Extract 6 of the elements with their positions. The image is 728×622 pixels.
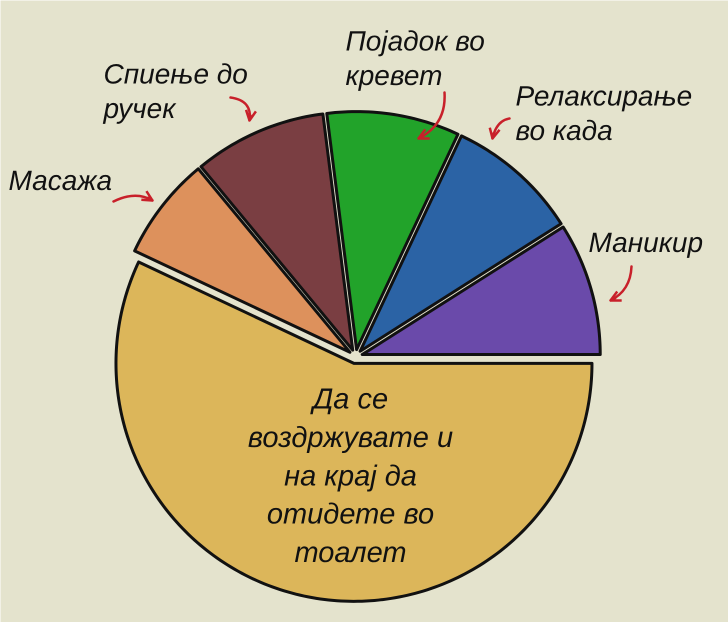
slice-label: Релаксирање во када: [516, 80, 692, 146]
slice-label: Маникир: [588, 227, 704, 258]
slice-label: Појадок во кревет: [346, 26, 485, 92]
slice-label: Масажа: [8, 165, 112, 196]
slice-label: Спиење до ручек: [102, 58, 248, 124]
slice-label: Да се воздржувате и на крај да отидете во тоалет: [248, 384, 454, 570]
